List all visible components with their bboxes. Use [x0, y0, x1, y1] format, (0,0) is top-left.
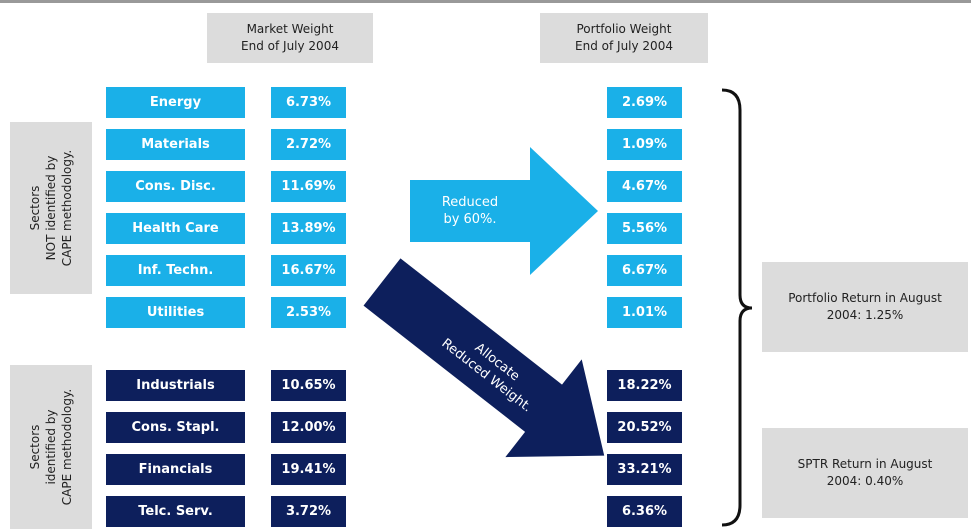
market-weight-text: 3.72%	[285, 504, 332, 519]
portfolio-weight-text: 18.22%	[617, 378, 672, 393]
portfolio-weight: 33.21%	[607, 454, 682, 485]
sector-text: Health Care	[132, 221, 219, 236]
group-label-text: NOT identified by	[44, 155, 58, 261]
sector-text: Cons. Disc.	[135, 179, 216, 194]
sector-text: Industrials	[136, 378, 215, 393]
market-weight-text: 10.65%	[281, 378, 336, 393]
group-label-text: Sectors	[28, 424, 42, 470]
result-box: Portfolio Return in August 2004: 1.25%	[762, 262, 968, 352]
market-weight: 3.72%	[271, 496, 346, 527]
market-weight-text: 12.00%	[281, 420, 336, 435]
market-weight-text: 11.69%	[281, 179, 336, 194]
group-label-box	[10, 122, 92, 294]
group-label-text: CAPE methodology.	[60, 149, 74, 267]
group-label-text: identified by	[44, 409, 58, 485]
group-label-box	[10, 365, 92, 529]
market-weight-text: 2.72%	[285, 137, 332, 152]
header-market-text: Market Weight	[246, 22, 334, 36]
header-portfolio: Portfolio Weight End of July 2004	[540, 13, 708, 63]
result-box: SPTR Return in August 2004: 0.40%	[762, 428, 968, 518]
portfolio-weight: 1.01%	[607, 297, 682, 328]
portfolio-weight-text: 20.52%	[617, 420, 672, 435]
portfolio-weight-text: 1.01%	[621, 305, 668, 320]
market-weight-text: 19.41%	[281, 462, 336, 477]
portfolio-weight: 4.67%	[607, 171, 682, 202]
result-box-text: 2004: 1.25%	[826, 308, 904, 322]
portfolio-weight: 2.69%	[607, 87, 682, 118]
sector: Cons. Disc.	[106, 171, 245, 202]
header-market-text: End of July 2004	[241, 39, 339, 53]
sector-text: Financials	[138, 462, 213, 477]
allocate-arrow-group	[363, 258, 605, 458]
market-weight: 13.89%	[271, 213, 346, 244]
brace	[721, 88, 753, 527]
sector: Financials	[106, 454, 245, 485]
market-weight: 12.00%	[271, 412, 346, 443]
reduce-arrow	[410, 147, 598, 275]
sector: Cons. Stapl.	[106, 412, 245, 443]
allocate-arrow	[363, 258, 605, 458]
sector-text: Utilities	[146, 305, 205, 320]
market-weight: 6.73%	[271, 87, 346, 118]
market-weight: 2.53%	[271, 297, 346, 328]
result-box-text: Portfolio Return in August	[788, 291, 942, 305]
header-market: Market Weight End of July 2004	[207, 13, 373, 63]
market-weight: 19.41%	[271, 454, 346, 485]
sector: Inf. Techn.	[106, 255, 245, 286]
market-weight: 11.69%	[271, 171, 346, 202]
sector-text: Inf. Techn.	[137, 263, 214, 278]
header-portfolio-text: Portfolio Weight	[576, 22, 672, 36]
group-label: Sectors NOT identified by CAPE methodology…	[10, 122, 92, 294]
portfolio-weight-text: 6.36%	[621, 504, 668, 519]
portfolio-weight-text: 4.67%	[621, 179, 668, 194]
group-label: Sectors identified by CAPE methodology.	[10, 365, 92, 529]
portfolio-weight-text: 2.69%	[621, 95, 668, 110]
market-weight-text: 16.67%	[281, 263, 336, 278]
portfolio-weight: 18.22%	[607, 370, 682, 401]
market-weight: 16.67%	[271, 255, 346, 286]
sector: Materials	[106, 129, 245, 160]
sector: Industrials	[106, 370, 245, 401]
sector-text: Energy	[149, 95, 202, 110]
sector: Telc. Serv.	[106, 496, 245, 527]
market-weight-text: 6.73%	[285, 95, 332, 110]
sector-text: Telc. Serv.	[138, 504, 213, 519]
reduce-arrow-text: by 60%.	[443, 212, 496, 227]
group-label-text: Sectors	[28, 185, 42, 231]
portfolio-weight-text: 6.67%	[621, 263, 668, 278]
reduce-arrow-text: Reduced	[442, 195, 498, 210]
portfolio-weight-text: 33.21%	[617, 462, 672, 477]
header-portfolio-text: End of July 2004	[575, 39, 673, 53]
market-weight: 10.65%	[271, 370, 346, 401]
result-box-text: 2004: 0.40%	[826, 474, 904, 488]
market-weight-text: 13.89%	[281, 221, 336, 236]
result-box-text: SPTR Return in August	[797, 457, 933, 471]
portfolio-weight-text: 5.56%	[621, 221, 668, 236]
portfolio-weight: 6.67%	[607, 255, 682, 286]
portfolio-weight: 5.56%	[607, 213, 682, 244]
sector-text: Materials	[141, 137, 210, 152]
market-weight: 2.72%	[271, 129, 346, 160]
sector: Energy	[106, 87, 245, 118]
market-weight-text: 2.53%	[285, 305, 332, 320]
sector-text: Cons. Stapl.	[131, 420, 220, 435]
portfolio-weight-text: 1.09%	[621, 137, 668, 152]
sector: Utilities	[106, 297, 245, 328]
portfolio-weight: 20.52%	[607, 412, 682, 443]
portfolio-weight: 1.09%	[607, 129, 682, 160]
sector: Health Care	[106, 213, 245, 244]
portfolio-weight: 6.36%	[607, 496, 682, 527]
group-label-text: CAPE methodology.	[60, 388, 74, 506]
